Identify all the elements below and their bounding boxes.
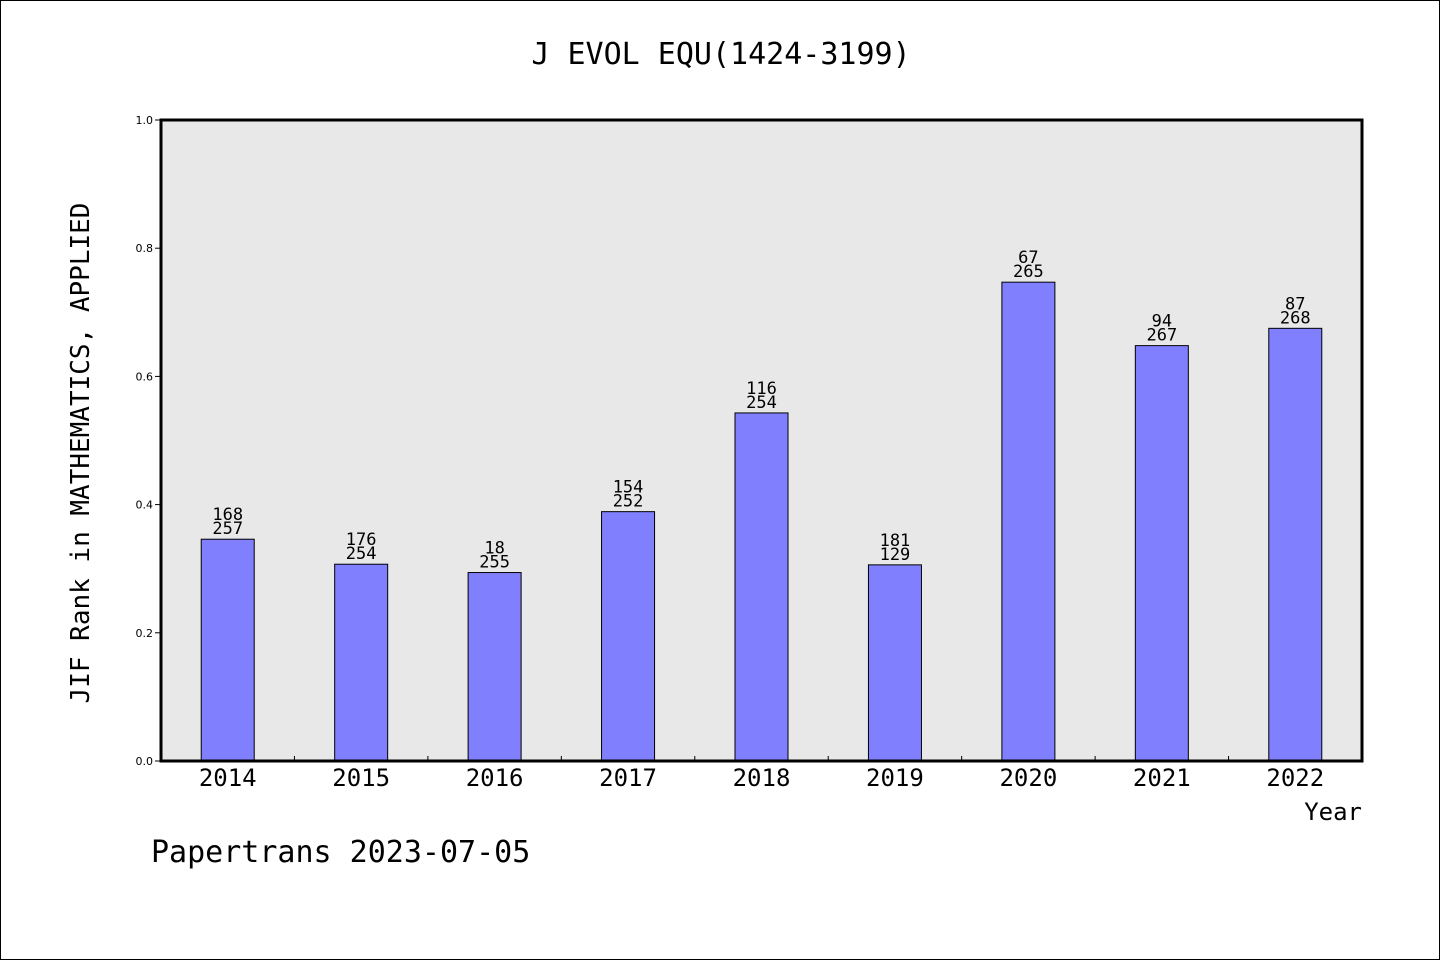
bar-2015 bbox=[334, 563, 389, 762]
y-tick-label: 1.0 bbox=[136, 114, 154, 127]
bar-2021 bbox=[1134, 345, 1189, 762]
chart-title: J EVOL EQU(1424-3199) bbox=[531, 37, 911, 72]
x-tick-label-2017: 2017 bbox=[599, 764, 657, 792]
bar-2016 bbox=[467, 572, 522, 762]
x-tick-label-2016: 2016 bbox=[466, 764, 524, 792]
bar-2022 bbox=[1268, 327, 1323, 762]
bar-label-top-2021: 94 bbox=[1152, 312, 1172, 332]
bar-label-bottom-2020: 265 bbox=[1013, 262, 1044, 282]
y-tick-label: 0.6 bbox=[136, 370, 154, 383]
bar-label-top-2015: 176 bbox=[346, 530, 377, 550]
bar-label-top-2018: 116 bbox=[746, 379, 777, 399]
bar-label-top-2017: 154 bbox=[613, 478, 644, 498]
bar-2014 bbox=[200, 538, 255, 762]
x-tick-label-2020: 2020 bbox=[999, 764, 1057, 792]
y-tick-label: 0.8 bbox=[136, 242, 154, 255]
bar-2017 bbox=[601, 511, 656, 762]
bar-label-bottom-2018: 254 bbox=[746, 393, 777, 413]
plot-frame bbox=[159, 118, 1364, 763]
bar-label-top-2019: 181 bbox=[880, 531, 911, 551]
x-tick-label-2021: 2021 bbox=[1133, 764, 1191, 792]
x-axis-label: Year bbox=[1304, 798, 1362, 826]
bar-label-top-2016: 18 bbox=[484, 539, 504, 559]
x-tick-label-2022: 2022 bbox=[1266, 764, 1324, 792]
bar-2019 bbox=[867, 564, 922, 762]
y-tick-label: 0.4 bbox=[136, 499, 154, 512]
x-tick-label-2015: 2015 bbox=[332, 764, 390, 792]
bar-label-bottom-2022: 268 bbox=[1280, 308, 1311, 328]
x-tick-label-2019: 2019 bbox=[866, 764, 924, 792]
bar-2020 bbox=[1001, 281, 1056, 762]
footer-credit: Papertrans 2023-07-05 bbox=[151, 835, 531, 870]
x-tick-label-2014: 2014 bbox=[199, 764, 257, 792]
bar-label-bottom-2021: 267 bbox=[1146, 326, 1177, 346]
bar-label-bottom-2019: 129 bbox=[880, 545, 911, 565]
bar-label-top-2020: 67 bbox=[1018, 248, 1038, 268]
bar-label-top-2014: 168 bbox=[212, 505, 243, 525]
bar-label-top-2022: 87 bbox=[1285, 294, 1305, 314]
bar-label-bottom-2014: 257 bbox=[212, 519, 243, 539]
bar-label-bottom-2017: 252 bbox=[613, 492, 644, 512]
bar-label-bottom-2015: 254 bbox=[346, 544, 377, 564]
y-tick-label: 0.2 bbox=[136, 627, 154, 640]
bar-label-bottom-2016: 255 bbox=[479, 553, 510, 573]
x-tick-label-2018: 2018 bbox=[733, 764, 791, 792]
y-tick-label: 0.0 bbox=[136, 755, 154, 768]
bar-2018 bbox=[734, 412, 789, 762]
